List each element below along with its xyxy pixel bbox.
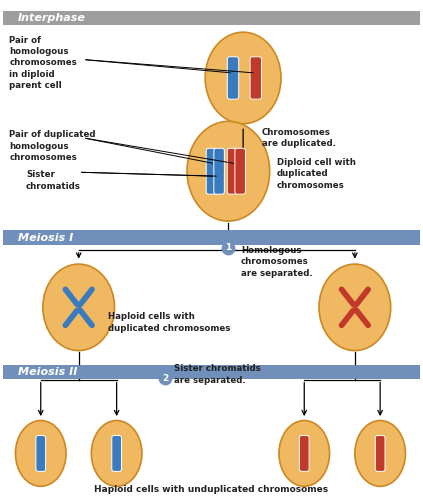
Ellipse shape bbox=[43, 264, 115, 350]
FancyBboxPatch shape bbox=[227, 57, 239, 99]
Text: Haploid cells with unduplicated chromosomes: Haploid cells with unduplicated chromoso… bbox=[94, 486, 329, 494]
FancyBboxPatch shape bbox=[375, 436, 385, 472]
Ellipse shape bbox=[91, 420, 142, 486]
Text: Haploid cells with
duplicated chromosomes: Haploid cells with duplicated chromosome… bbox=[108, 312, 231, 333]
FancyBboxPatch shape bbox=[235, 148, 245, 194]
Text: Meiosis I: Meiosis I bbox=[18, 232, 73, 242]
Text: Meiosis II: Meiosis II bbox=[18, 366, 77, 376]
Text: Diploid cell with
duplicated
chromosomes: Diploid cell with duplicated chromosomes bbox=[277, 158, 356, 190]
Text: Sister
chromatids: Sister chromatids bbox=[26, 170, 81, 190]
FancyBboxPatch shape bbox=[299, 436, 309, 472]
Text: Interphase: Interphase bbox=[18, 12, 85, 22]
Text: 2: 2 bbox=[162, 374, 168, 382]
Ellipse shape bbox=[187, 122, 270, 221]
Bar bbox=[3, 364, 420, 378]
Ellipse shape bbox=[16, 420, 66, 486]
Text: Chromosomes
are duplicated.: Chromosomes are duplicated. bbox=[262, 128, 336, 148]
FancyBboxPatch shape bbox=[227, 148, 238, 194]
Text: Pair of
homologous
chromosomes
in diploid
parent cell: Pair of homologous chromosomes in diploi… bbox=[9, 36, 77, 90]
Ellipse shape bbox=[355, 420, 405, 486]
Text: Sister chromatids
are separated.: Sister chromatids are separated. bbox=[173, 364, 260, 385]
Bar bbox=[3, 230, 420, 245]
FancyBboxPatch shape bbox=[36, 436, 46, 472]
Ellipse shape bbox=[279, 420, 330, 486]
Ellipse shape bbox=[205, 32, 281, 124]
FancyBboxPatch shape bbox=[250, 57, 261, 99]
Text: 1: 1 bbox=[225, 243, 231, 252]
Ellipse shape bbox=[319, 264, 391, 350]
FancyBboxPatch shape bbox=[112, 436, 121, 472]
FancyBboxPatch shape bbox=[214, 148, 224, 194]
Text: Pair of duplicated
homologous
chromosomes: Pair of duplicated homologous chromosome… bbox=[9, 130, 96, 162]
Bar bbox=[3, 10, 420, 24]
Text: Homologous
chromosomes
are separated.: Homologous chromosomes are separated. bbox=[241, 246, 313, 278]
FancyBboxPatch shape bbox=[206, 148, 217, 194]
